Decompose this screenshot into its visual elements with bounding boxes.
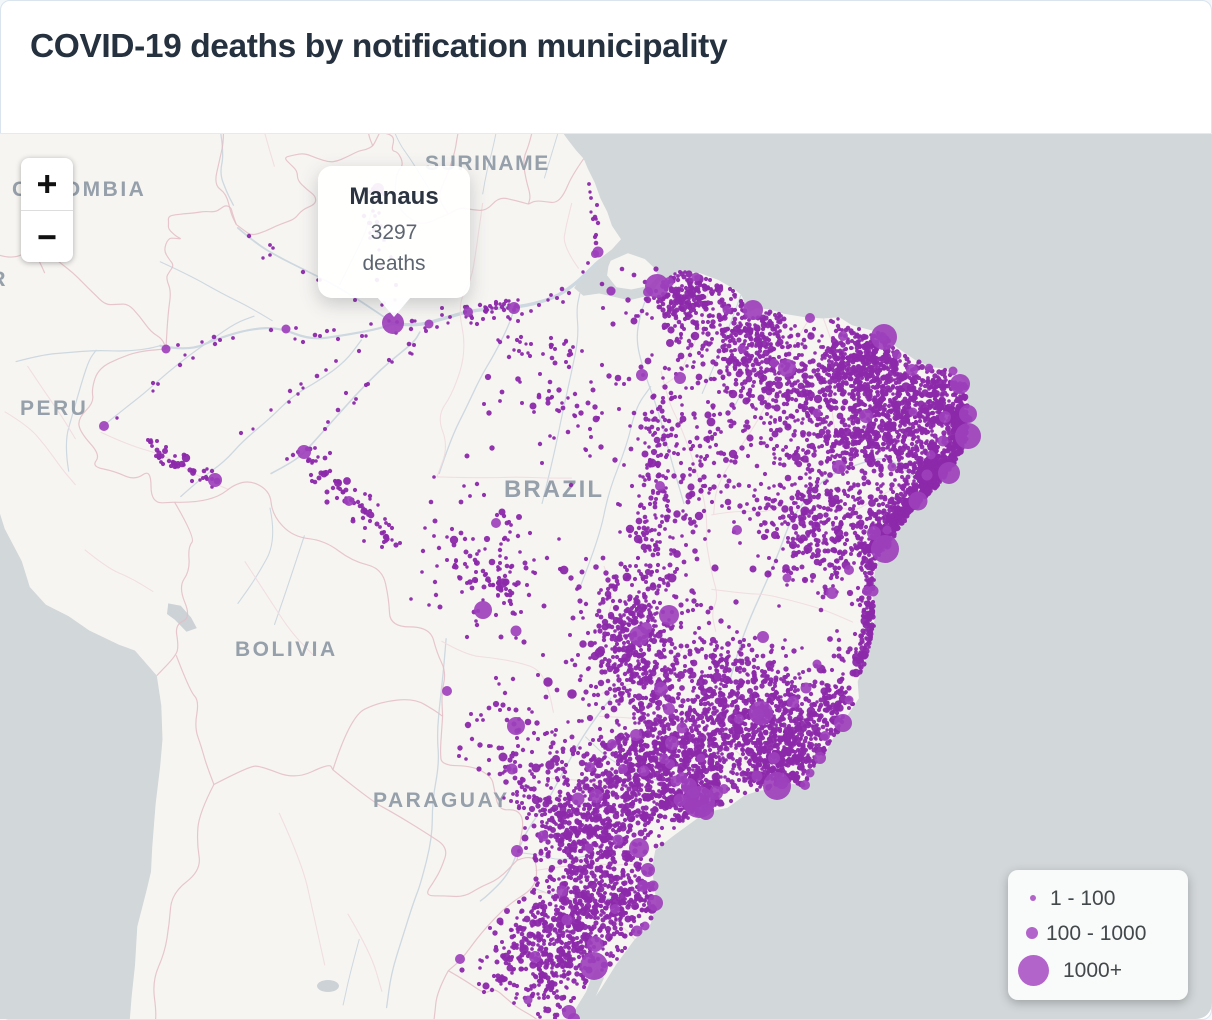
svg-text:PARAGUAY: PARAGUAY <box>373 789 510 812</box>
svg-text:ECUADOR: ECUADOR <box>0 268 8 291</box>
svg-text:BRAZIL: BRAZIL <box>504 476 604 503</box>
svg-text:BOLIVIA: BOLIVIA <box>235 638 338 661</box>
svg-text:PERU: PERU <box>20 397 88 420</box>
